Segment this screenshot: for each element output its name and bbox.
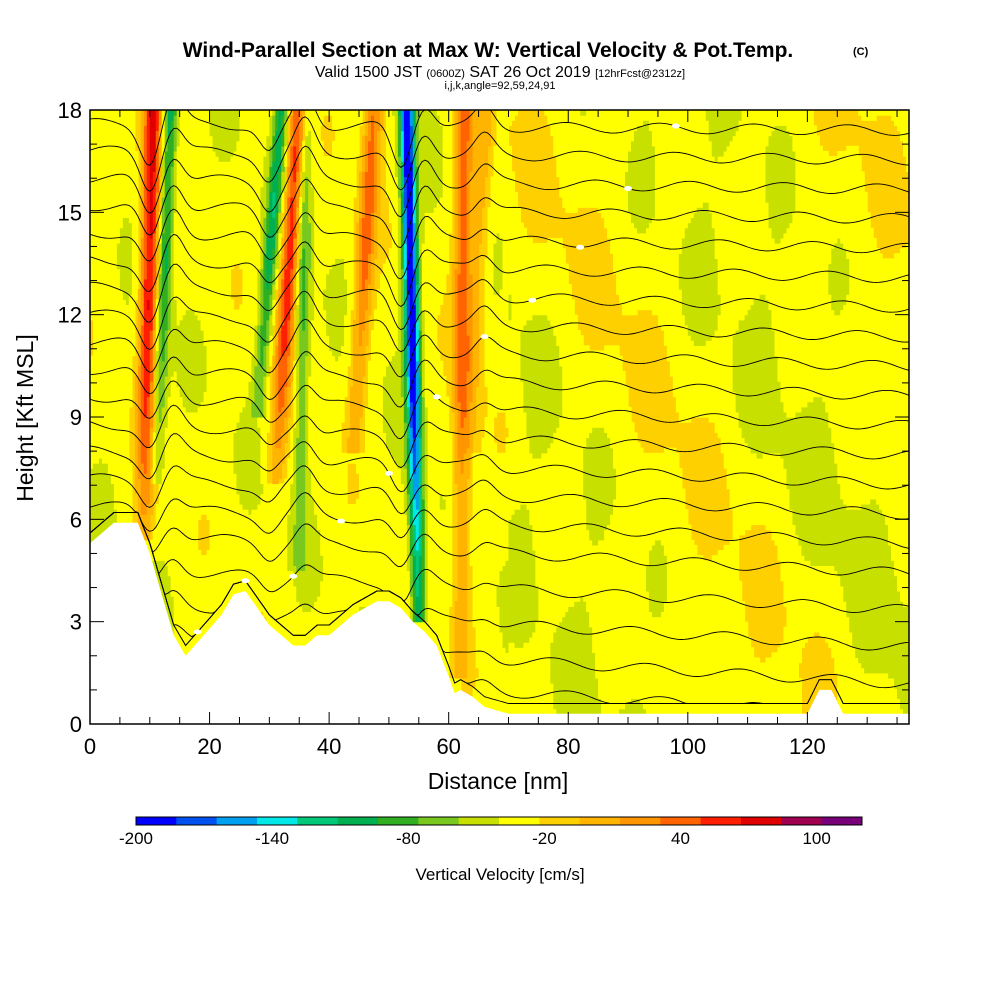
terrain-mask — [90, 522, 909, 724]
theta-contour — [90, 178, 909, 248]
colorbar-swatch — [257, 817, 298, 825]
contour-label — [671, 123, 680, 129]
colorbar-swatch — [176, 817, 218, 825]
valid-prefix: Valid 1500 JST — [315, 64, 423, 81]
x-tick-label: 100 — [669, 734, 706, 759]
contour-label — [480, 334, 489, 340]
colorbar-label: 100 — [802, 829, 830, 848]
colorbar-swatch — [741, 817, 782, 825]
colorbar: -200 -140 -80 -20 40 100 — [119, 816, 863, 848]
forecast-info: [12hrFcst@2312z] — [595, 68, 685, 80]
colorbar-swatch — [821, 817, 863, 825]
theta-contour — [90, 380, 909, 440]
contour-label — [241, 578, 250, 584]
y-axis-label: Height [Kft MSL] — [12, 334, 38, 501]
colorbar-title: Vertical Velocity [cm/s] — [415, 865, 584, 884]
y-axis: 0 3 6 9 12 15 18 — [58, 98, 909, 737]
x-axis: 0 20 40 60 80 100 120 — [84, 110, 898, 759]
colorbar-swatch — [499, 817, 540, 825]
colorbar-swatch — [620, 817, 661, 825]
y-tick-label: 18 — [58, 98, 82, 123]
theta-contour — [90, 110, 909, 168]
contour-label — [193, 629, 202, 635]
colorbar-swatch — [660, 817, 702, 825]
theta-contour — [90, 263, 909, 331]
y-tick-label: 0 — [70, 712, 82, 737]
theta-contour — [90, 116, 909, 192]
grid-indices: i,j,k,angle=92,59,24,91 — [444, 80, 555, 92]
contour-labels — [193, 123, 680, 635]
theta-contour — [90, 351, 909, 408]
colorbar-swatch — [297, 817, 339, 825]
colorbar-swatch — [216, 817, 258, 825]
contour-label — [528, 297, 537, 303]
contour-label — [289, 573, 298, 579]
colorbar-label: -200 — [119, 829, 153, 848]
theta-contour — [90, 208, 909, 280]
y-tick-label: 3 — [70, 610, 82, 635]
x-tick-label: 40 — [317, 734, 341, 759]
theta-contour — [90, 512, 909, 613]
theta-contour — [90, 433, 909, 493]
colorbar-swatch — [700, 817, 742, 825]
theta-contour — [90, 233, 909, 308]
contour-label — [337, 518, 346, 524]
colorbar-label: -140 — [255, 829, 289, 848]
x-axis-label: Distance [nm] — [428, 768, 569, 794]
colorbar-label: 40 — [671, 829, 690, 848]
theta-contour — [90, 512, 909, 651]
colorbar-swatch — [579, 817, 621, 825]
colorbar-label: -80 — [396, 829, 421, 848]
x-tick-label: 0 — [84, 734, 96, 759]
y-tick-label: 9 — [70, 405, 82, 430]
theta-contour — [90, 290, 909, 353]
theta-contour — [90, 512, 909, 576]
x-tick-label: 120 — [789, 734, 826, 759]
colorbar-label: -20 — [532, 829, 557, 848]
colorbar-swatch — [136, 817, 177, 825]
y-tick-label: 15 — [58, 200, 82, 225]
y-tick-label: 12 — [58, 303, 82, 328]
x-tick-label: 80 — [556, 734, 580, 759]
contour-label — [384, 470, 393, 476]
colorbar-swatch — [781, 817, 823, 825]
colorbar-swatch — [378, 817, 419, 825]
x-tick-label: 20 — [197, 734, 221, 759]
copyright-mark: (C) — [853, 46, 869, 58]
colorbar-swatch — [418, 817, 460, 825]
contour-label — [624, 185, 633, 191]
theta-contours — [90, 110, 909, 704]
theta-contour — [90, 145, 909, 218]
chart-title: Wind-Parallel Section at Max W: Vertical… — [183, 39, 794, 62]
valid-date: SAT 26 Oct 2019 — [469, 64, 590, 81]
colorbar-swatch — [539, 817, 581, 825]
theta-contour — [90, 318, 909, 378]
theta-contour — [90, 465, 909, 520]
valid-utc: (0600Z) — [426, 68, 465, 80]
x-tick-label: 60 — [436, 734, 460, 759]
contour-label — [576, 244, 585, 250]
colorbar-swatch — [458, 817, 500, 825]
theta-contour — [90, 492, 909, 549]
contour-label — [432, 394, 441, 400]
y-tick-label: 6 — [70, 507, 82, 532]
theta-contour — [90, 404, 909, 469]
plot-area — [90, 110, 909, 724]
colorbar-swatch — [337, 817, 379, 825]
valid-time-line: Valid 1500 JST (0600Z) SAT 26 Oct 2019 [… — [315, 64, 685, 81]
